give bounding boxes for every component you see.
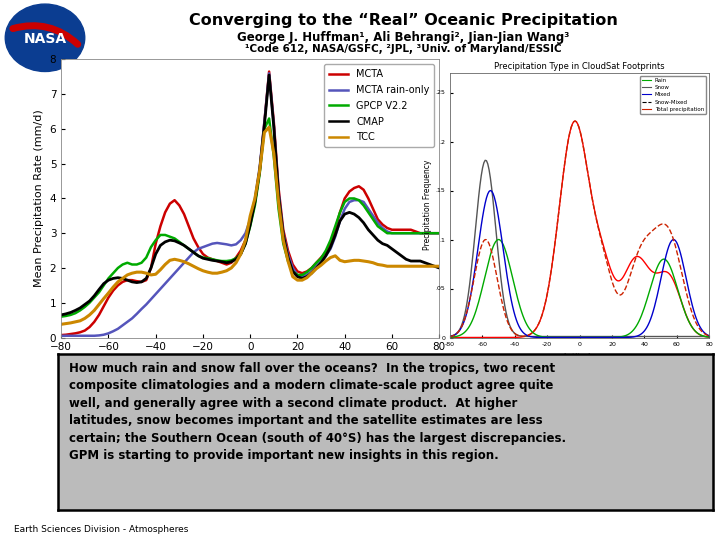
X-axis label: Latitude: Latitude (227, 358, 274, 368)
Legend: MCTA, MCTA rain-only, GPCP V2.2, CMAP, TCC: MCTA, MCTA rain-only, GPCP V2.2, CMAP, T… (324, 64, 434, 147)
X-axis label: Latitude: Latitude (564, 353, 595, 362)
FancyArrowPatch shape (13, 26, 78, 44)
Text: Earth Sciences Division - Atmospheres: Earth Sciences Division - Atmospheres (14, 524, 189, 534)
Text: NASA: NASA (24, 32, 66, 46)
Y-axis label: Precipitation Frequency: Precipitation Frequency (423, 160, 433, 251)
Text: Converging to the “Real” Oceanic Precipitation: Converging to the “Real” Oceanic Precipi… (189, 14, 618, 29)
Circle shape (5, 4, 85, 71)
Y-axis label: Mean Precipitation Rate (mm/d): Mean Precipitation Rate (mm/d) (34, 110, 44, 287)
Legend: Rain, Snow, Mixed, Snow-Mixed, Total precipitation: Rain, Snow, Mixed, Snow-Mixed, Total pre… (640, 76, 706, 114)
Title: Precipitation Type in CloudSat Footprints: Precipitation Type in CloudSat Footprint… (495, 62, 665, 71)
Text: George J. Huffman¹, Ali Behrangi², Jian-Jian Wang³: George J. Huffman¹, Ali Behrangi², Jian-… (237, 31, 570, 44)
Text: ¹Code 612, NASA/GSFC, ²JPL, ³Univ. of Maryland/ESSIC: ¹Code 612, NASA/GSFC, ²JPL, ³Univ. of Ma… (245, 44, 562, 55)
Text: How much rain and snow fall over the oceans?  In the tropics, two recent
composi: How much rain and snow fall over the oce… (69, 362, 567, 462)
